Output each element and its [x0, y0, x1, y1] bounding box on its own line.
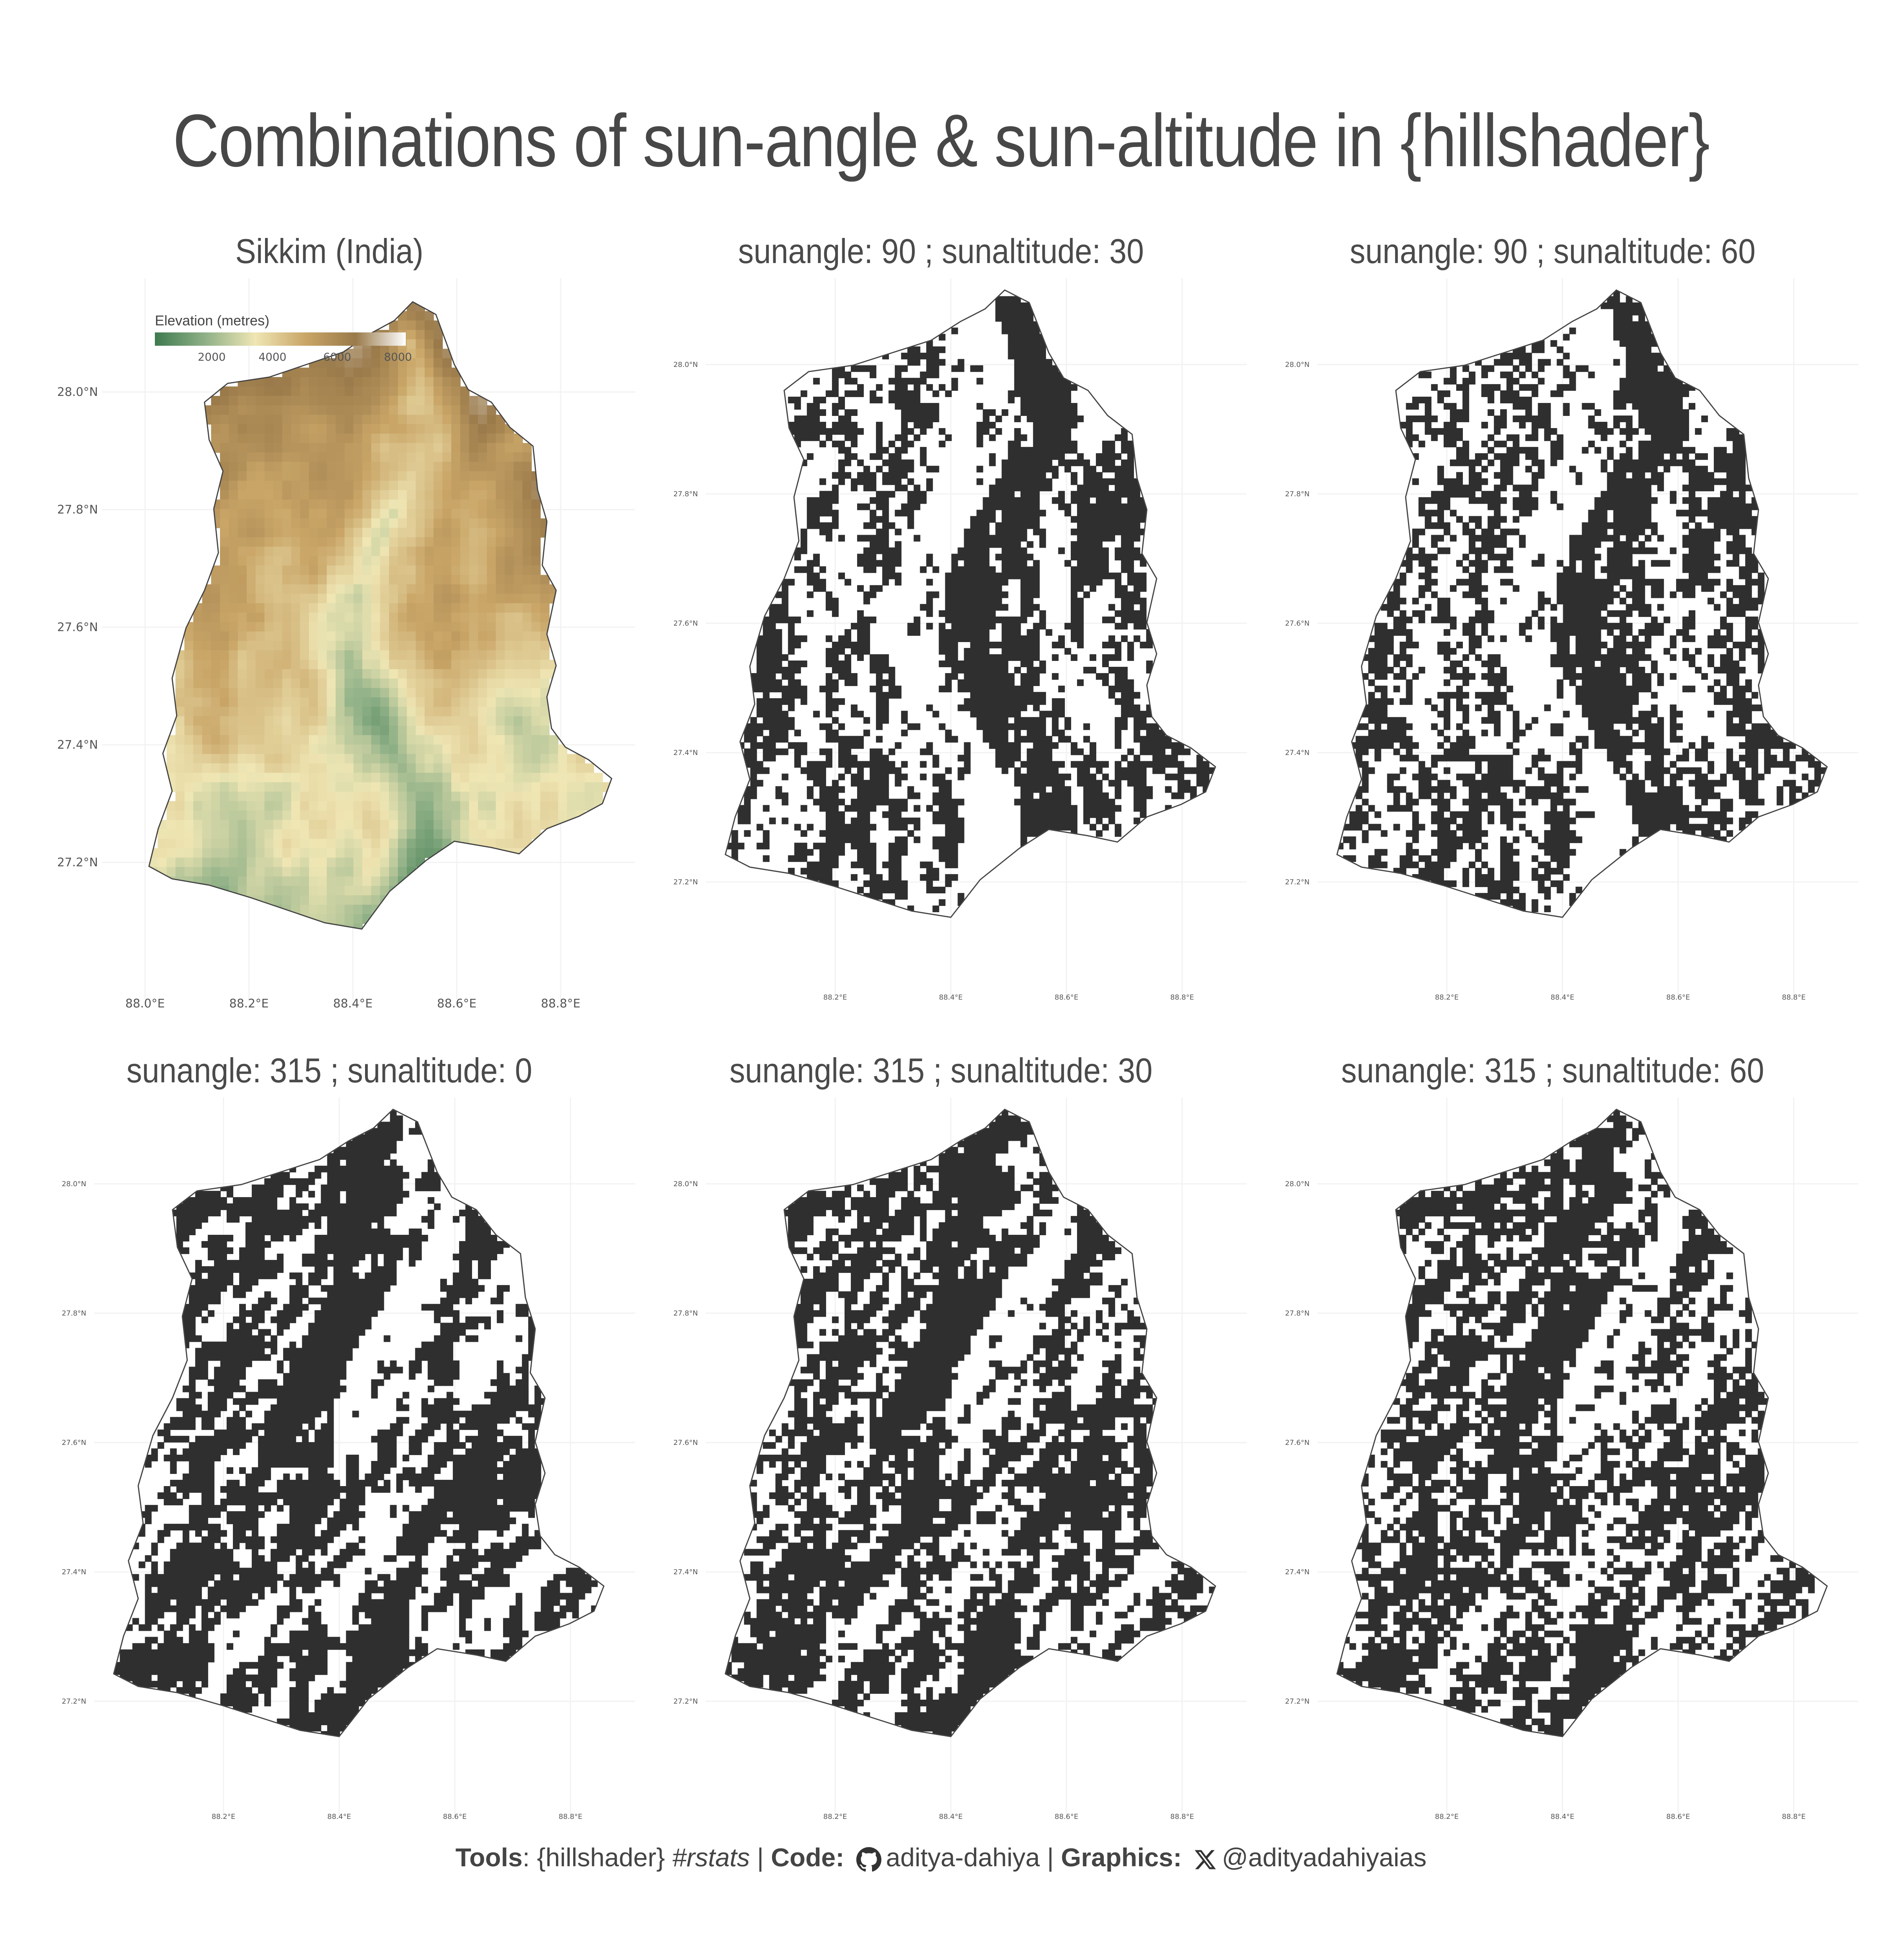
tools-text: : {hillshader} — [522, 1843, 672, 1872]
lat-tick-label: 27.2°N — [1285, 1697, 1310, 1706]
lat-tick-label: 27.2°N — [57, 856, 98, 869]
lat-tick-label: 28.0°N — [673, 361, 698, 369]
legend-tick-label: 8000 — [384, 350, 412, 363]
lat-tick-label: 28.0°N — [673, 1180, 698, 1188]
lon-tick-label: 88.6°E — [1666, 993, 1690, 1002]
hillshade-map: 28.0°N 27.8°N 27.6°N 27.4°N 27.2°N 88.2°E 88.4… — [673, 1098, 1247, 1821]
separator: | — [750, 1843, 771, 1872]
caption: Tools: {hillshader} #rstats | Code: adit… — [0, 1842, 1882, 1872]
elevation-map: 28.0°N 27.8°N 27.6°N 27.4°N 27.2°N 88.0°E 88.2… — [57, 278, 635, 1011]
lon-tick-label: 88.2°E — [1435, 993, 1459, 1002]
lon-tick-label: 88.2°E — [212, 1813, 235, 1821]
lat-tick-label: 27.8°N — [673, 1309, 698, 1318]
panel-hillshade-90-30: sunangle: 90 ; sunaltitude: 30 28.0°N 27.… — [635, 231, 1247, 1031]
lat-tick-label: 27.6°N — [62, 1439, 86, 1447]
lat-tick-label: 27.4°N — [673, 749, 698, 757]
lon-tick-label: 88.4°E — [333, 997, 373, 1011]
lat-tick-label: 27.4°N — [1285, 1568, 1310, 1576]
hillshade-map: 28.0°N 27.8°N 27.6°N 27.4°N 27.2°N 88.2°E 88.4… — [62, 1098, 635, 1821]
lon-tick-label: 88.4°E — [939, 1813, 963, 1821]
x-icon — [1195, 1850, 1216, 1869]
panel-hillshade-315-30: sunangle: 315 ; sunaltitude: 30 28.0°N 27… — [635, 1051, 1247, 1850]
lat-tick-label: 27.6°N — [1285, 619, 1310, 628]
lat-tick-label: 28.0°N — [1285, 361, 1310, 369]
elevation-legend: Elevation (metres) 2000 4000 6000 8000 — [155, 312, 412, 363]
lat-tick-label: 27.2°N — [1285, 878, 1310, 886]
legend-color-bar — [155, 332, 406, 346]
lat-tick-label: 27.4°N — [673, 1568, 698, 1576]
lat-tick-label: 27.4°N — [1285, 749, 1310, 757]
legend-tick-label: 6000 — [323, 350, 351, 363]
lat-tick-label: 27.8°N — [1285, 490, 1310, 498]
lat-tick-label: 27.2°N — [62, 1697, 86, 1706]
panel-hillshade-315-0: sunangle: 315 ; sunaltitude: 0 28.0°N 27.… — [24, 1051, 635, 1850]
lon-tick-label: 88.6°E — [1666, 1813, 1690, 1821]
lat-tick-label: 28.0°N — [62, 1180, 86, 1188]
lon-tick-label: 88.0°E — [125, 997, 165, 1011]
separator: | — [1040, 1843, 1061, 1872]
panel-title: Sikkim (India) — [235, 232, 423, 270]
lon-tick-label: 88.8°E — [1782, 993, 1806, 1002]
lon-tick-label: 88.4°E — [1551, 993, 1574, 1002]
lon-tick-label: 88.8°E — [1170, 993, 1194, 1002]
legend-tick-label: 4000 — [258, 350, 286, 363]
lon-tick-label: 88.6°E — [1055, 1813, 1078, 1821]
lat-tick-label: 27.8°N — [62, 1309, 86, 1318]
lon-tick-label: 88.4°E — [939, 993, 963, 1002]
panel-hillshade-315-60: sunangle: 315 ; sunaltitude: 60 28.0°N 27… — [1247, 1051, 1858, 1850]
lat-tick-label: 27.4°N — [57, 738, 98, 752]
legend-title: Elevation (metres) — [155, 312, 269, 328]
code-label: Code: — [771, 1843, 845, 1872]
lat-tick-label: 27.2°N — [673, 1697, 698, 1706]
panel-title: sunangle: 315 ; sunaltitude: 0 — [126, 1051, 532, 1090]
lat-tick-label: 28.0°N — [1285, 1180, 1310, 1188]
panel-title: sunangle: 90 ; sunaltitude: 60 — [1350, 232, 1756, 270]
panel-title: sunangle: 90 ; sunaltitude: 30 — [738, 232, 1144, 270]
panel-elevation: Sikkim (India) 28.0°N 27.8°N 27.6°N 27.4°N 2… — [24, 231, 635, 1031]
lon-tick-label: 88.4°E — [327, 1813, 351, 1821]
hillshade-map: 28.0°N 27.8°N 27.6°N 27.4°N 27.2°N 88.2°E 88.4… — [1285, 1098, 1858, 1821]
lon-tick-label: 88.2°E — [823, 1813, 847, 1821]
lat-tick-label: 27.6°N — [673, 619, 698, 628]
lon-tick-label: 88.6°E — [1055, 993, 1078, 1002]
rstats-tag: #rstats — [672, 1843, 750, 1872]
lon-tick-label: 88.8°E — [541, 997, 581, 1011]
github-icon — [856, 1847, 881, 1871]
lon-tick-label: 88.8°E — [1782, 1813, 1806, 1821]
panel-hillshade-90-60: sunangle: 90 ; sunaltitude: 60 28.0°N 27.… — [1247, 231, 1858, 1031]
lat-tick-label: 27.8°N — [673, 490, 698, 498]
legend-tick-label: 2000 — [198, 350, 225, 363]
hillshade-map: 28.0°N 27.8°N 27.6°N 27.4°N 27.2°N 88.2°E 88.4… — [1285, 278, 1858, 1002]
lon-tick-label: 88.8°E — [1170, 1813, 1194, 1821]
x-user: @adityadahiyaias — [1222, 1843, 1427, 1872]
graphics-label: Graphics: — [1061, 1843, 1182, 1872]
lat-tick-label: 27.6°N — [57, 621, 98, 634]
github-user: aditya-dahiya — [886, 1843, 1040, 1872]
lat-tick-label: 27.2°N — [673, 878, 698, 886]
hillshade-map: 28.0°N 27.8°N 27.6°N 27.4°N 27.2°N 88.2°E 88.4… — [673, 278, 1247, 1002]
lat-tick-label: 27.8°N — [1285, 1309, 1310, 1318]
lon-tick-label: 88.2°E — [1435, 1813, 1459, 1821]
lon-tick-label: 88.8°E — [559, 1813, 582, 1821]
page-title: Combinations of sun-angle & sun-altitude… — [173, 99, 1710, 182]
lat-tick-label: 28.0°N — [57, 385, 98, 399]
lon-tick-label: 88.4°E — [1551, 1813, 1574, 1821]
lat-tick-label: 27.6°N — [673, 1439, 698, 1447]
lat-tick-label: 27.8°N — [57, 503, 98, 517]
lon-tick-label: 88.2°E — [823, 993, 847, 1002]
tools-label: Tools — [455, 1843, 523, 1872]
lon-tick-label: 88.6°E — [437, 997, 477, 1011]
lat-tick-label: 27.6°N — [1285, 1439, 1310, 1447]
lat-tick-label: 27.4°N — [62, 1568, 86, 1576]
lon-tick-label: 88.6°E — [443, 1813, 467, 1821]
lon-tick-label: 88.2°E — [229, 997, 269, 1011]
panel-title: sunangle: 315 ; sunaltitude: 60 — [1341, 1051, 1764, 1090]
panel-title: sunangle: 315 ; sunaltitude: 30 — [729, 1051, 1153, 1090]
